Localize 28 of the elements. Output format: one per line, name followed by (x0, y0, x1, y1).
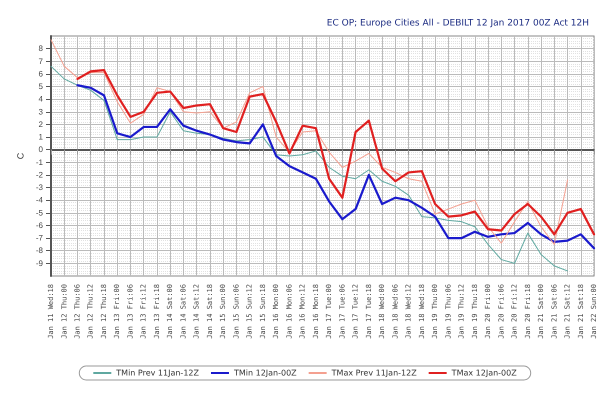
line-series (76, 84, 596, 250)
legend-label: TMax Prev 11Jan-12Z (330, 368, 418, 378)
legend-label: TMin Prev 11Jan-12Z (115, 368, 200, 378)
legend-label: TMin 12Jan-00Z (232, 368, 298, 378)
y-tick-label: 2 (38, 120, 44, 129)
y-tick-label: -2 (36, 170, 44, 180)
y-tick-label: -1 (36, 158, 44, 167)
y-tick-label: 1 (38, 132, 44, 142)
y-tick-label: 8 (38, 44, 44, 54)
line-series (76, 69, 596, 236)
legend-label: TMax 12Jan-00Z (450, 368, 518, 378)
y-tick-label: -6 (36, 220, 44, 230)
y-axis-title: C (16, 152, 26, 160)
y-tick-label: 3 (38, 107, 44, 116)
chart-title: EC OP; Europe Cities All - DEBILT 12 Jan 2017 00Z Act 12H (326, 18, 590, 28)
line-series (50, 39, 568, 245)
y-tick-label: -7 (36, 234, 44, 243)
y-tick-label: -4 (36, 196, 44, 205)
line-series (50, 66, 568, 272)
y-tick-label: 6 (38, 69, 44, 78)
y-tick-label: -3 (36, 183, 44, 192)
y-tick-label: -9 (36, 258, 44, 268)
y-tick-label: 4 (38, 94, 44, 104)
y-tick-label: -8 (36, 246, 44, 256)
y-tick-label: 5 (38, 82, 44, 92)
y-tick-label: 7 (38, 56, 44, 66)
y-tick-label: 0 (38, 145, 44, 154)
y-tick-label: -5 (36, 208, 44, 218)
